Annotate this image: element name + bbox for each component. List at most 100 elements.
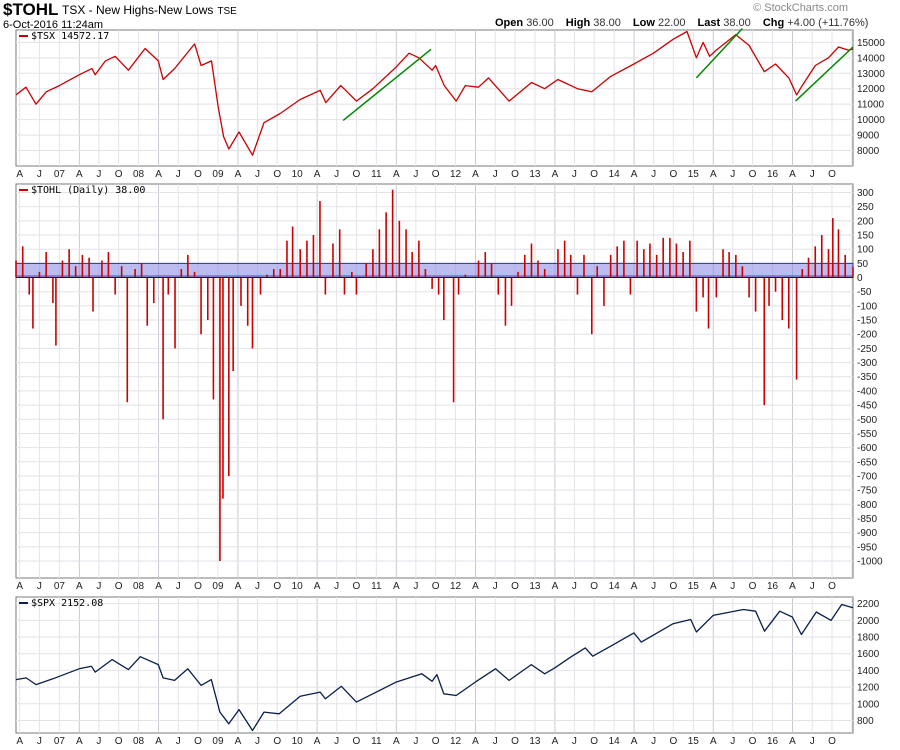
y-tick-label: -300: [857, 358, 877, 369]
x-tick-label: J: [96, 169, 101, 180]
x-tick-label: O: [273, 169, 281, 180]
y-tick-label: -350: [857, 372, 877, 383]
y-tick-label: -750: [857, 486, 877, 497]
x-tick-label: A: [235, 581, 242, 592]
x-tick-label: O: [749, 736, 757, 747]
x-tick-label: J: [413, 736, 418, 747]
x-tick-label: 13: [529, 736, 541, 747]
x-tick-label: J: [810, 169, 815, 180]
x-tick-label: O: [511, 736, 519, 747]
x-tick-label: 15: [688, 169, 700, 180]
x-tick-label: 12: [450, 169, 462, 180]
x-tick-label: O: [115, 736, 123, 747]
x-tick-label: J: [176, 581, 181, 592]
last-value: 38.00: [723, 17, 751, 29]
x-tick-label: A: [710, 169, 717, 180]
x-tick-label: A: [789, 169, 796, 180]
x-tick-label: A: [789, 581, 796, 592]
x-tick-label: A: [155, 169, 162, 180]
x-tick-label: A: [16, 736, 23, 747]
x-tick-label: J: [810, 736, 815, 747]
y-tick-label: -650: [857, 457, 877, 468]
x-tick-label: O: [669, 581, 677, 592]
x-tick-label: 13: [529, 581, 541, 592]
x-tick-label: A: [631, 736, 638, 747]
y-tick-label: 13000: [857, 69, 885, 80]
y-tick-label: 1000: [857, 699, 880, 710]
x-tick-label: O: [828, 169, 836, 180]
x-tick-label: J: [572, 169, 577, 180]
x-tick-label: 09: [212, 736, 224, 747]
x-tick-label: 12: [450, 581, 462, 592]
x-tick-label: J: [651, 736, 656, 747]
high-value: 38.00: [593, 17, 621, 29]
low-label: Low: [632, 17, 655, 29]
x-tick-label: 08: [133, 169, 145, 180]
x-tick-label: A: [76, 169, 83, 180]
y-tick-label: -100: [857, 301, 877, 312]
x-tick-label: 10: [292, 169, 304, 180]
y-tick-label: -500: [857, 415, 877, 426]
x-tick-label: J: [334, 736, 339, 747]
x-tick-label: O: [194, 581, 202, 592]
x-tick-label: A: [631, 581, 638, 592]
chart-title: TSX - New Highs-New Lows: [62, 3, 214, 17]
y-tick-label: 9000: [857, 131, 880, 142]
y-tick-label: 12000: [857, 84, 885, 95]
y-tick-label: -50: [857, 287, 872, 298]
trendline-3: [794, 46, 854, 102]
x-tick-label: A: [710, 581, 717, 592]
x-tick-label: A: [314, 169, 321, 180]
x-tick-label: A: [314, 736, 321, 747]
x-tick-label: O: [273, 581, 281, 592]
x-tick-label: J: [651, 581, 656, 592]
y-tick-label: 800: [857, 716, 874, 727]
high-label: High: [565, 17, 591, 29]
x-tick-label: J: [493, 581, 498, 592]
x-tick-label: J: [810, 581, 815, 592]
x-tick-label: 14: [609, 581, 621, 592]
x-tick-label: J: [730, 736, 735, 747]
x-tick-label: 15: [688, 736, 700, 747]
x-tick-label: O: [115, 581, 123, 592]
x-tick-label: O: [194, 736, 202, 747]
x-tick-label: J: [176, 169, 181, 180]
x-tick-label: 07: [54, 169, 66, 180]
x-tick-label: J: [730, 581, 735, 592]
chg-label: Chg: [762, 17, 785, 29]
x-tick-label: O: [432, 736, 440, 747]
y-tick-label: -850: [857, 514, 877, 525]
x-tick-label: A: [472, 736, 479, 747]
trendline-1: [342, 48, 432, 121]
x-tick-label: O: [194, 169, 202, 180]
x-tick-label: J: [255, 581, 260, 592]
y-tick-label: -250: [857, 344, 877, 355]
x-tick-label: J: [493, 169, 498, 180]
open-value: 36.00: [526, 17, 554, 29]
x-tick-label: J: [572, 581, 577, 592]
y-tick-label: -150: [857, 316, 877, 327]
y-tick-label: -700: [857, 471, 877, 482]
x-tick-label: J: [255, 169, 260, 180]
x-tick-label: A: [235, 169, 242, 180]
x-tick-label: A: [631, 169, 638, 180]
x-tick-label: 09: [212, 581, 224, 592]
x-tick-label: A: [155, 736, 162, 747]
chg-value: +4.00 (+11.76%): [787, 17, 869, 29]
y-tick-label: 100: [857, 245, 874, 256]
open-label: Open: [495, 17, 524, 29]
x-tick-label: A: [393, 169, 400, 180]
x-tick-label: O: [353, 169, 361, 180]
x-tick-label: J: [96, 736, 101, 747]
legend-label: $TOHL (Daily) 38.00: [31, 185, 145, 196]
y-tick-label: -600: [857, 443, 877, 454]
x-tick-label: A: [155, 581, 162, 592]
x-tick-label: J: [413, 581, 418, 592]
x-tick-label: O: [669, 169, 677, 180]
x-tick-label: 10: [292, 736, 304, 747]
x-tick-label: A: [235, 736, 242, 747]
y-tick-label: 15000: [857, 38, 885, 49]
x-tick-label: A: [552, 169, 559, 180]
x-tick-label: O: [828, 736, 836, 747]
x-tick-label: O: [511, 169, 519, 180]
